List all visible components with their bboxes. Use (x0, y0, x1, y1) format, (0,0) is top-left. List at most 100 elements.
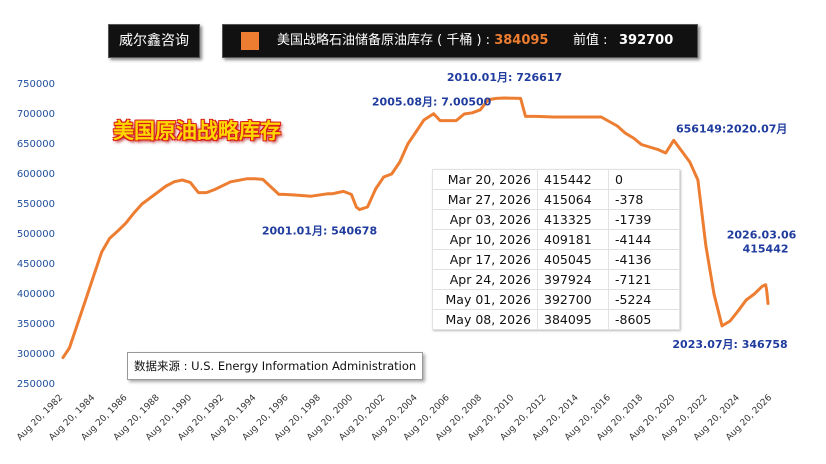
table-cell-change: -8605 (608, 309, 680, 330)
data-point (229, 181, 232, 183)
data-point (439, 120, 441, 122)
y-tick-label: 500000 (17, 229, 55, 240)
data-point (584, 116, 586, 118)
table-cell-value: 392700 (537, 289, 609, 310)
series-layer (61, 96, 770, 360)
table-cell-value: 413325 (537, 209, 609, 230)
data-point (632, 137, 635, 139)
data-point (765, 287, 767, 290)
recent-data-table: Mar 20, 2026 415442 0 Mar 27, 2026 415064 -37… (432, 169, 680, 330)
table-cell-change: 0 (608, 169, 680, 190)
data-point (342, 190, 344, 192)
data-point (697, 179, 699, 181)
data-point (407, 143, 409, 145)
data-point (93, 275, 95, 277)
data-point (262, 178, 264, 180)
data-point (366, 206, 369, 208)
data-point (415, 131, 417, 133)
overlay-title: 美国原油战略库存 (113, 119, 281, 143)
table-row: Mar 27, 2026 415064 -378 (432, 189, 680, 210)
table-cell-date: Apr 03, 2026 (432, 209, 538, 230)
data-point (149, 197, 151, 199)
data-point (673, 139, 675, 141)
data-point (753, 293, 755, 295)
data-point (764, 284, 767, 286)
data-point (355, 206, 357, 208)
data-point (205, 192, 208, 194)
table-row: May 01, 2026 392700 -5224 (432, 289, 680, 310)
source-note: 数据来源 : U.S. Energy Information Administr… (127, 352, 424, 380)
data-point (326, 193, 328, 195)
table-cell-date: Mar 20, 2026 (432, 169, 538, 190)
y-tick-label: 400000 (17, 289, 55, 300)
data-point (767, 302, 769, 305)
data-point (455, 120, 457, 122)
data-point (665, 152, 667, 154)
data-point (616, 125, 618, 127)
latest-value: 384095 (494, 33, 549, 48)
data-point (125, 222, 127, 224)
table-cell-change: -4144 (608, 229, 680, 250)
table-cell-date: Apr 17, 2026 (432, 249, 538, 270)
data-point (310, 195, 312, 197)
y-tick-label: 700000 (17, 109, 55, 120)
chart-annotation: 2026.03.06 (727, 229, 797, 242)
data-point (552, 116, 554, 118)
series-label-text: 美国战略石油储备原油库存 ( 千桶 ) : (277, 33, 491, 48)
data-point (101, 251, 103, 253)
data-point (624, 132, 626, 134)
data-point (721, 325, 723, 327)
data-point (197, 192, 199, 194)
chart-annotation: 415442 (743, 243, 789, 256)
y-tick-label: 250000 (17, 379, 55, 390)
chart-annotation: 656149:2020.07月 (676, 122, 787, 135)
data-point (648, 146, 651, 148)
data-point (713, 293, 715, 295)
table-row: Mar 20, 2026 415442 0 (432, 169, 680, 190)
data-point (246, 178, 248, 180)
data-point (656, 148, 659, 150)
data-point (283, 193, 285, 195)
data-point (331, 193, 333, 195)
data-point (689, 161, 691, 163)
table-cell-change: -4136 (608, 249, 680, 270)
annotation-layer: 2010.01月: 726617 2005.08月: 7.00500 656149:… (262, 71, 797, 351)
data-point (68, 347, 71, 349)
data-point (479, 109, 481, 111)
data-point (133, 212, 135, 214)
table-cell-date: Mar 27, 2026 (432, 189, 538, 210)
y-tick-label: 650000 (17, 139, 55, 150)
brand-box: 威尔鑫咨询 (108, 24, 200, 58)
data-point (524, 115, 527, 117)
data-point (76, 323, 79, 325)
data-point (433, 113, 435, 115)
data-point (117, 230, 119, 232)
data-point (213, 189, 216, 191)
table-cell-value: 397924 (537, 269, 609, 290)
data-point (350, 193, 353, 195)
y-tick-label: 600000 (17, 169, 55, 180)
data-point (568, 116, 570, 118)
data-point (254, 178, 256, 180)
data-point (745, 299, 747, 301)
table-cell-value: 409181 (537, 229, 609, 250)
table-cell-change: -1739 (608, 209, 680, 230)
data-point (375, 188, 377, 190)
table-row: Apr 10, 2026 409181 -4144 (432, 229, 680, 250)
brand-label: 威尔鑫咨询 (119, 33, 189, 49)
data-point (729, 320, 731, 322)
table-cell-change: -5224 (608, 289, 680, 310)
data-point (181, 179, 183, 181)
table-cell-change: -7121 (608, 269, 680, 290)
table-cell-change: -378 (608, 189, 680, 210)
data-point (141, 203, 143, 205)
data-point (463, 113, 465, 115)
chart-annotation: 2005.08月: 7.00500 (372, 96, 492, 109)
prev-label: 前值 : (573, 33, 608, 48)
data-point (600, 116, 602, 118)
chart-annotation: 2001.01月: 540678 (262, 225, 377, 238)
prev-value: 392700 (619, 33, 674, 48)
table-row: May 08, 2026 384095 -8605 (432, 309, 680, 330)
